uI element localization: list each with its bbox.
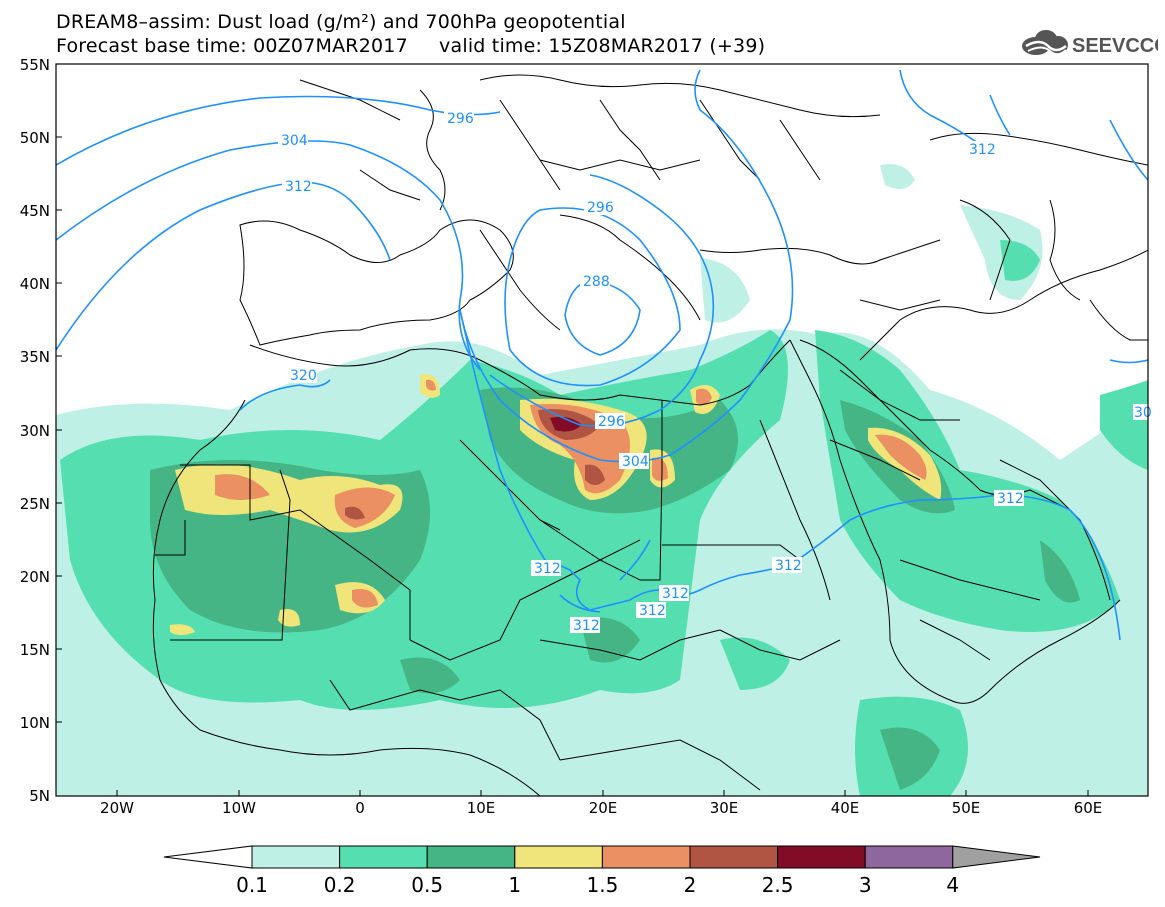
lat-label: 55N [20, 56, 50, 74]
longitude-labels: 20W 10W 0 10E 20E 30E 40E 50E 60E [100, 799, 1102, 817]
lat-label: 45N [20, 202, 50, 220]
contour-labels: 296 304 312 296 288 320 296 304 312 312 … [278, 110, 1152, 634]
colorbar-tick: 2.5 [762, 873, 794, 897]
lon-label: 10W [222, 799, 256, 817]
contour-label: 296 [447, 111, 474, 127]
dust-field [56, 164, 1148, 796]
lat-label: 5N [29, 787, 50, 805]
contour-label: 312 [775, 558, 802, 574]
coastlines [152, 74, 1148, 796]
contour-label: 304 [622, 454, 649, 470]
lon-label: 0 [355, 799, 365, 817]
lon-label: 50E [952, 799, 981, 817]
cloud-icon [1022, 30, 1068, 56]
colorbar-high-arrow [952, 845, 1041, 869]
lon-label: 10E [467, 799, 496, 817]
colorbar-swatch [426, 845, 516, 869]
contour-label: 30 [1134, 405, 1152, 421]
lon-label: 20W [100, 799, 134, 817]
map-title: DREAM8–assim: Dust load (g/m²) and 700hP… [56, 11, 626, 33]
contour-label: 312 [662, 586, 689, 602]
contour-label: 304 [281, 133, 308, 149]
map-subtitle: Forecast base time: 00Z07MAR2017 valid t… [56, 35, 766, 57]
colorbar-low-arrow [163, 845, 253, 869]
colorbar-swatch [864, 845, 954, 869]
contour-label: 296 [587, 200, 614, 216]
contour-label: 288 [583, 274, 610, 290]
contour-label: 312 [639, 603, 666, 619]
contour-label: 312 [573, 618, 600, 634]
axis-ticks [56, 63, 1089, 796]
colorbar-tick: 1.5 [586, 873, 618, 897]
colorbar-tick: 0.1 [236, 873, 268, 897]
colorbar-swatch [339, 845, 428, 869]
lat-label: 10N [20, 714, 50, 732]
contour-label: 320 [290, 368, 317, 384]
lat-label: 40N [20, 275, 50, 293]
contour-label: 312 [969, 142, 996, 158]
colorbar-swatch [514, 845, 603, 869]
lat-label: 25N [20, 495, 50, 513]
colorbar-tick: 4 [946, 873, 959, 897]
colorbar-tick: 3 [859, 873, 872, 897]
logo-text: SEEVCCC [1072, 35, 1158, 57]
contour-label: 296 [598, 414, 625, 430]
contour-label: 312 [285, 179, 312, 195]
lon-label: 60E [1074, 799, 1103, 817]
colorbar-swatch [689, 845, 779, 869]
lat-label: 35N [20, 348, 50, 366]
contour-label: 312 [997, 491, 1024, 507]
colorbar-tick: 2 [684, 873, 697, 897]
lat-label: 50N [20, 129, 50, 147]
lon-label: 40E [831, 799, 860, 817]
lat-label: 15N [20, 641, 50, 659]
lon-label: 20E [589, 799, 618, 817]
latitude-labels: 55N 50N 45N 40N 35N 30N 25N 20N 15N 10N … [20, 56, 50, 805]
colorbar [163, 845, 1041, 869]
seevccc-logo: SEEVCCC [1022, 30, 1158, 57]
colorbar-swatch [601, 845, 691, 869]
colorbar-swatch [251, 845, 341, 869]
colorbar-tick: 0.5 [411, 873, 443, 897]
contour-label: 312 [534, 561, 561, 577]
colorbar-tick: 0.2 [324, 873, 356, 897]
lon-label: 30E [710, 799, 739, 817]
colorbar-swatch [777, 845, 866, 869]
colorbar-tick: 1 [508, 873, 521, 897]
colorbar-ticks: 0.1 0.2 0.5 1 1.5 2 2.5 3 4 [236, 873, 959, 897]
lat-label: 20N [20, 568, 50, 586]
lat-label: 30N [20, 422, 50, 440]
